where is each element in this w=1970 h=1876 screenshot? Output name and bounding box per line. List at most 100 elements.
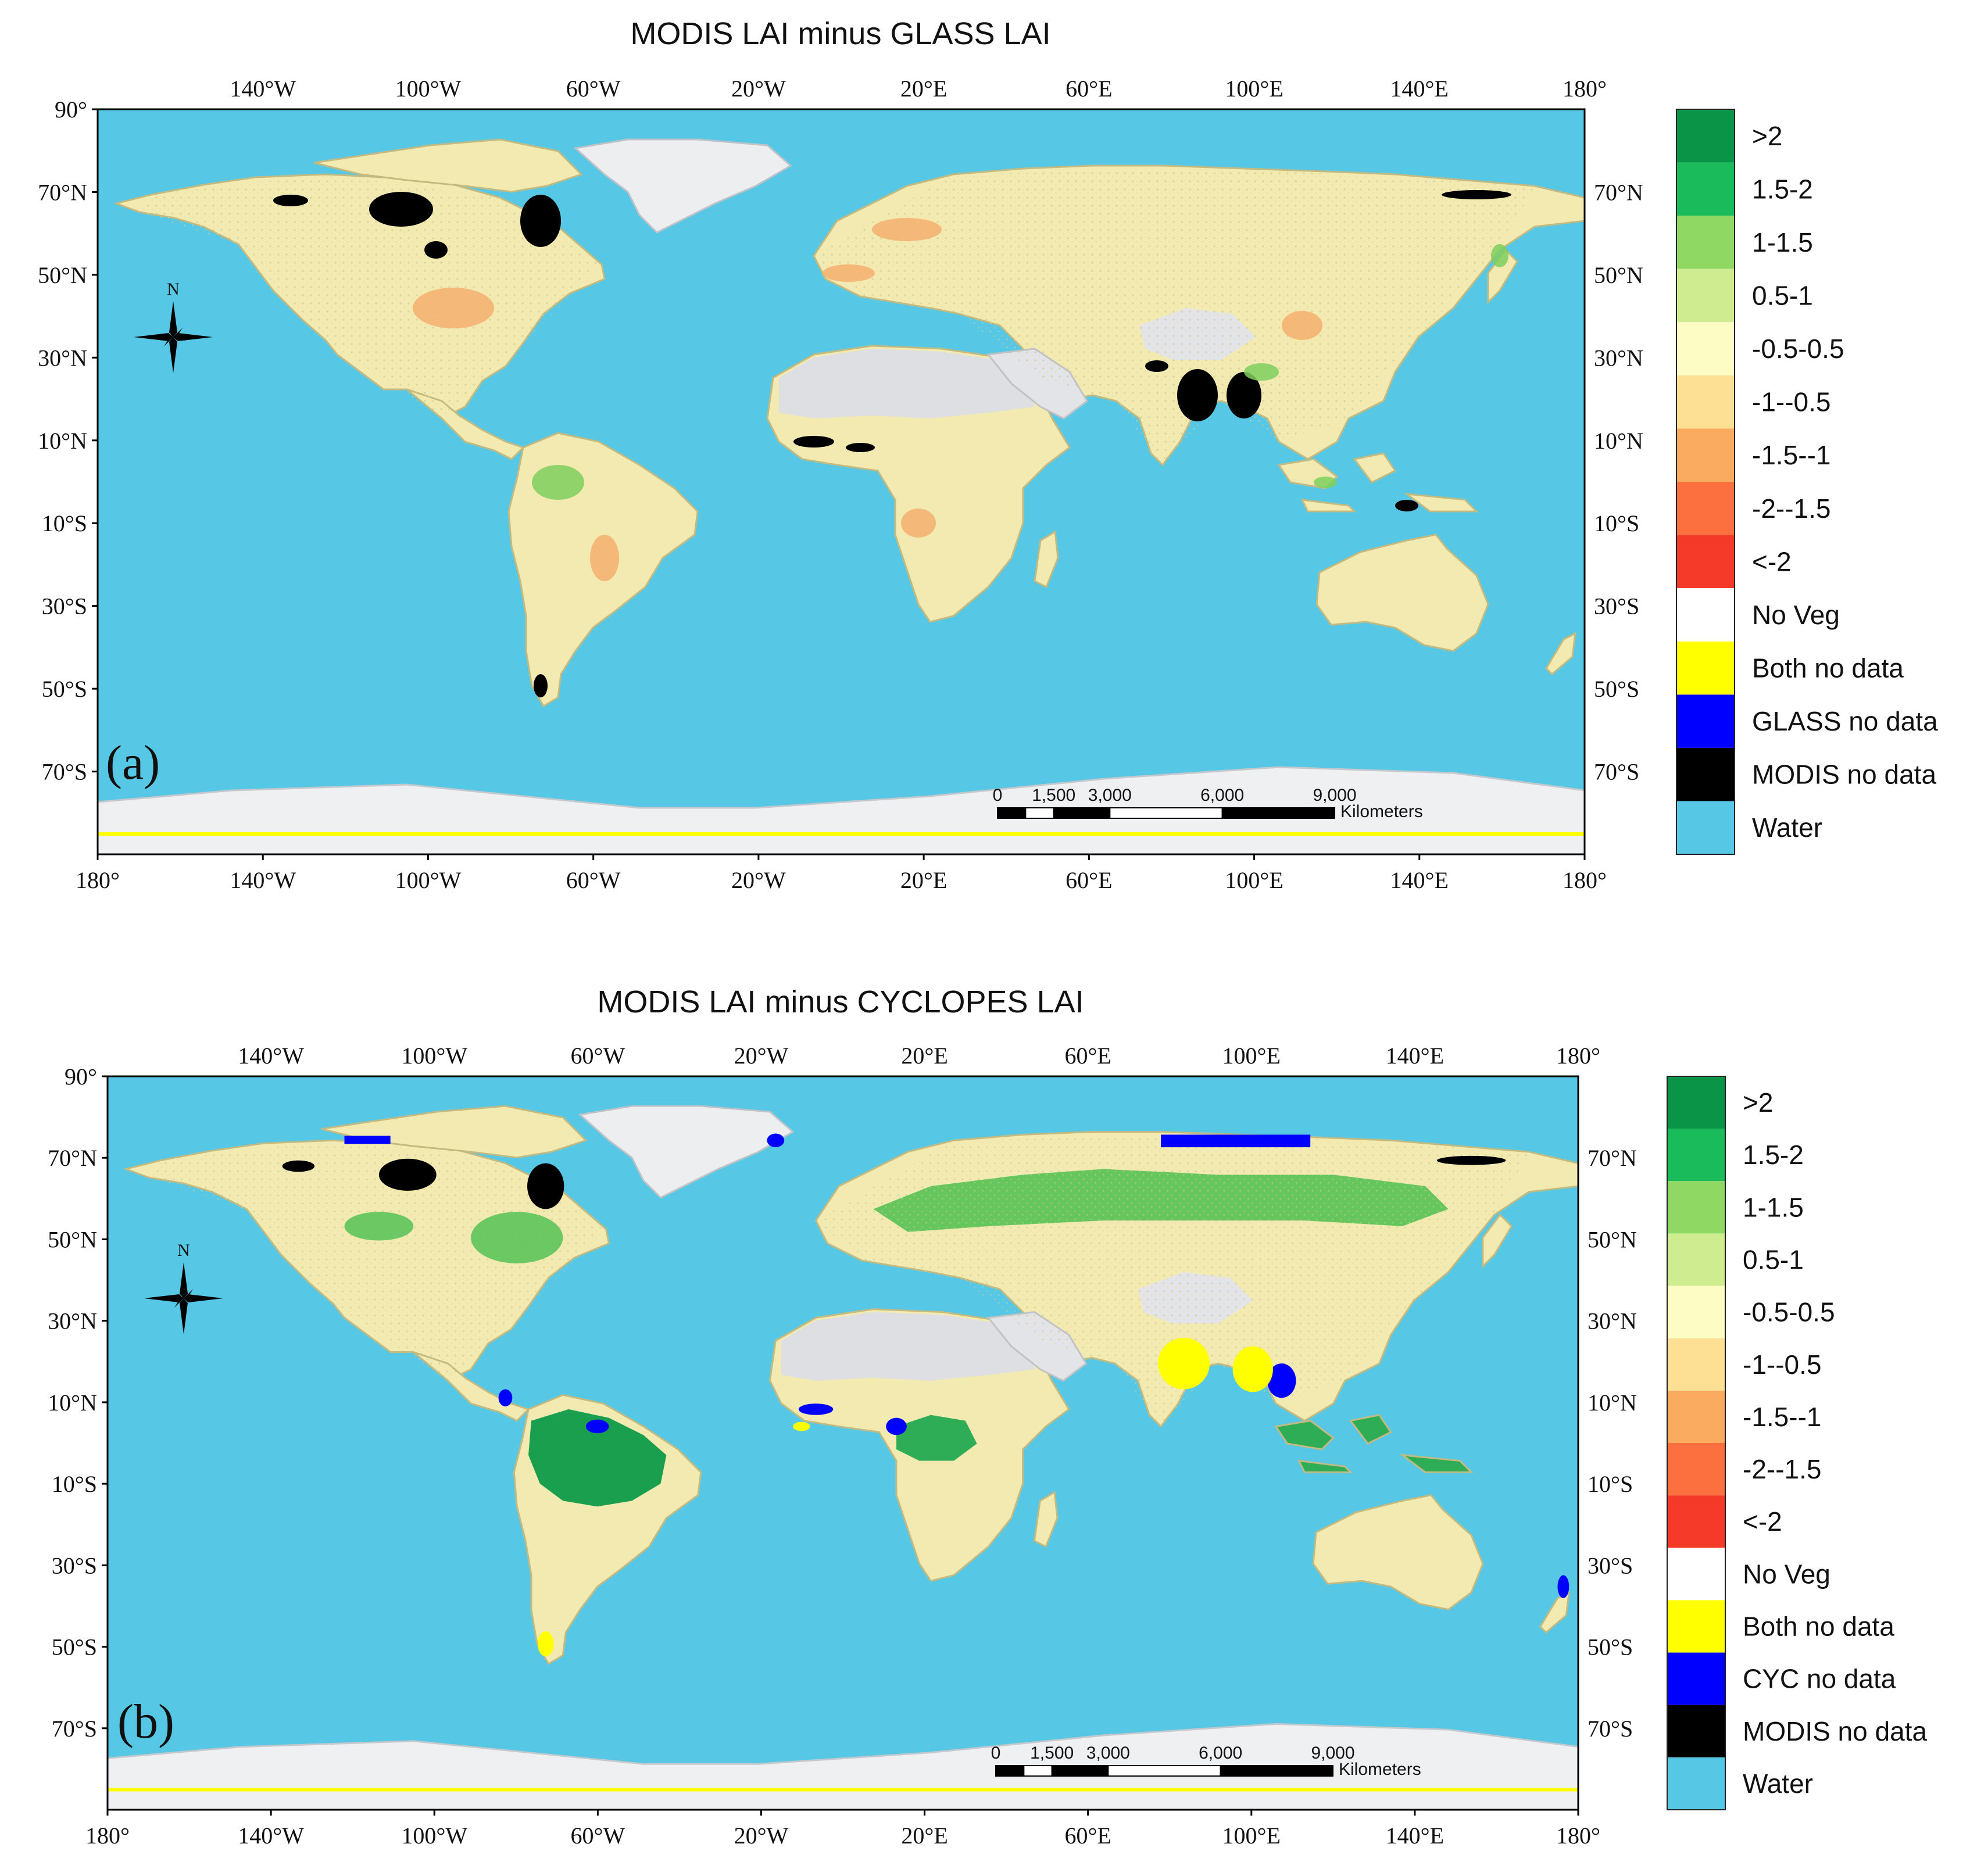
scale-bar-segment [1220,1765,1333,1777]
lat-tick-label: 10°S [52,1471,97,1497]
scale-bar-segment [1051,1765,1109,1777]
lat-ticks-right: 70°N 50°N 30°N 10°N 10°S 30°S 50°S 70°S [1594,179,1643,785]
lat-tick-label: 10°N [38,428,87,454]
lat-tick-label: 70°S [1588,1716,1633,1742]
lon-tick-label: 20°W [731,867,786,893]
lon-tick-label: 20°W [734,1043,789,1069]
scale-bar-segment [1221,807,1335,819]
lat-tick-label: 50°N [38,262,87,288]
new-zealand [1545,632,1576,676]
scale-bar-segment [997,807,1027,819]
scale-bar-label: 9,000 [1311,1743,1354,1763]
lon-tick-label: 140°E [1386,1823,1444,1849]
legend-label: -2--1.5 [1743,1454,1821,1484]
lat-tick-label: 50°N [1588,1226,1637,1252]
legend-label: 1-1.5 [1743,1192,1804,1222]
legend-label: No Veg [1743,1559,1830,1589]
legend: >2 1.5-2 1-1.5 0.5-1 -0.5-0.5 -1--0.5 -1.5--1 -… [1667,1076,1927,1810]
lat-tick-label: 90° [55,96,87,123]
legend-swatch [1676,482,1735,535]
north-arrow-icon [180,1262,188,1298]
lon-tick-label: 100°W [401,1823,467,1849]
lon-tick-label: 180° [1556,1823,1600,1849]
map-frame [96,108,1586,855]
lon-tick-label: 180° [1556,1043,1600,1069]
lat-tick-label: 30°N [1594,345,1643,371]
lat-tick-label: 50°S [1594,676,1639,702]
antarctica-edge-yellow [108,1788,1578,1792]
lon-tick-label: 60°E [1066,76,1112,102]
lon-tick-label: 100°W [395,76,462,102]
lon-tick-label: 140°E [1390,867,1449,893]
legend-swatch [1676,801,1735,854]
land-layer [108,1105,1578,1810]
scale-bar-label: 3,000 [1088,786,1132,805]
lon-tick-label: 60°E [1064,1043,1111,1069]
scale-bar-segment [1107,1765,1221,1777]
legend-label: GLASS no data [1752,706,1938,736]
lat-tick-label: 50°S [42,676,87,702]
lon-tick-label: 100°E [1222,1043,1281,1069]
legend-swatch [1667,1548,1725,1601]
modis-no-data-patches [273,190,1511,697]
madagascar [1033,1491,1059,1548]
map-border [106,1075,1579,1811]
lat-tick-label: 90° [65,1064,97,1090]
greenland [578,1105,795,1199]
legend-swatch [1667,1495,1725,1548]
north-arrow-icon [169,301,177,337]
panel-label: (b) [117,1695,174,1749]
lat-tick-label: 70°S [52,1716,97,1742]
lat-tick-label: 30°S [1594,593,1639,620]
north-label: N [167,280,180,299]
amazon-positive [528,1409,667,1507]
scale-bar-segment [1109,807,1223,819]
canada-arctic-islands [321,1105,588,1159]
lon-tick-label: 140°E [1390,76,1449,102]
lat-tick-label: 50°S [52,1634,97,1660]
legend-label: Water [1743,1768,1813,1799]
legend-label: -0.5-0.5 [1743,1297,1835,1327]
legend-label: >2 [1752,121,1782,151]
legend-swatch [1667,1286,1725,1338]
lon-ticks-bottom: 180° 140°W 100°W 60°W 20°W 20°E 60°E 100°E 140°E… [76,854,1607,893]
legend-swatch [1676,694,1735,748]
lon-tick-label: 140°W [230,867,296,893]
north-label: N [177,1241,190,1260]
lat-tick-label: 70°N [1594,179,1643,205]
scale-bar-label: 1,500 [1032,786,1075,805]
legend-swatch [1667,1600,1725,1653]
legend-swatch [1667,1233,1725,1286]
lat-tick-label: 30°S [1588,1552,1633,1578]
japan [1482,1213,1513,1269]
legend-swatch [1676,322,1735,375]
legend-label: 0.5-1 [1743,1245,1804,1275]
lon-tick-label: 100°E [1225,867,1283,893]
lon-tick-label: 60°E [1064,1823,1111,1849]
scale-bar-unit: Kilometers [1340,802,1423,821]
southeast-asia-islands [1274,1414,1474,1473]
legend-label: <-2 [1752,546,1792,577]
lon-tick-label: 20°E [901,1043,948,1069]
lat-tick-label: 70°N [1588,1145,1637,1171]
lat-tick-label: 30°S [52,1552,97,1578]
legend-swatch [1667,1757,1725,1810]
legend-label: 1-1.5 [1752,227,1813,257]
lat-tick-label: 10°N [48,1390,97,1416]
lon-ticks-top: 140°W 100°W 60°W 20°W 20°E 60°E 100°E 140°E 180° [238,1043,1600,1069]
lat-tick-label: 10°S [1588,1471,1633,1497]
map-frame [106,1075,1579,1811]
north-arrow: N [134,280,213,373]
legend-swatch [1667,1338,1725,1391]
lat-ticks-left: 90° 70°N 50°N 30°N 10°N 10°S 30°S 50°S 70°S [48,1064,108,1742]
legend-label: Both no data [1743,1612,1894,1642]
lon-tick-label: 100°E [1222,1823,1281,1849]
legend-swatch [1667,1129,1725,1182]
sahara-no-veg [779,349,1035,418]
legend-swatch [1676,535,1735,589]
legend-label: 1.5-2 [1752,174,1813,204]
australia [1312,1494,1484,1611]
legend-swatch [1667,1652,1725,1705]
